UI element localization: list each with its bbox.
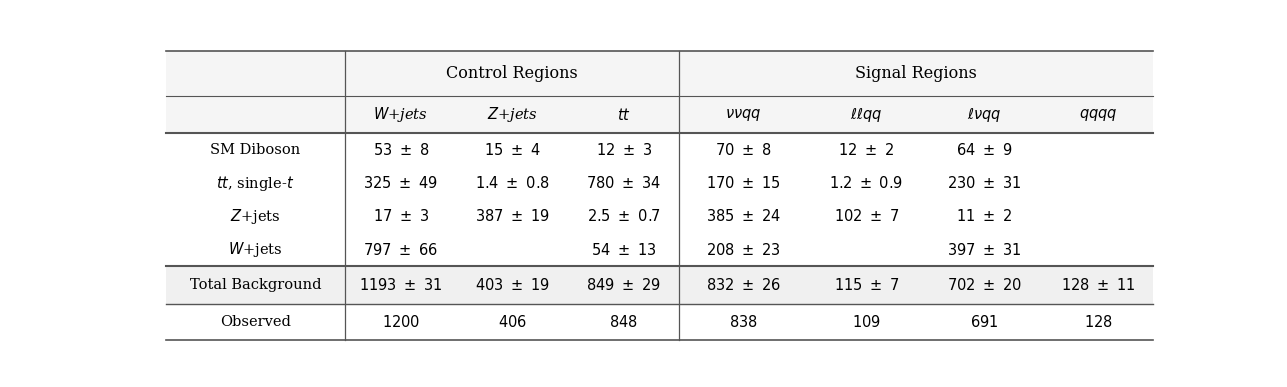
Text: $115\ \pm\ 7$: $115\ \pm\ 7$ <box>834 277 900 293</box>
Text: SM Diboson: SM Diboson <box>210 143 301 157</box>
Text: $1.2\ \pm\ 0.9$: $1.2\ \pm\ 0.9$ <box>829 175 903 191</box>
Text: Observed: Observed <box>220 315 291 329</box>
Text: $170\ \pm\ 15$: $170\ \pm\ 15$ <box>707 175 781 191</box>
Text: $109$: $109$ <box>852 314 880 330</box>
Text: $325\ \pm\ 49$: $325\ \pm\ 49$ <box>363 175 438 191</box>
Text: $102\ \pm\ 7$: $102\ \pm\ 7$ <box>834 208 900 224</box>
Bar <box>166 200 1153 233</box>
Text: $691$: $691$ <box>970 314 999 330</box>
Text: $70\ \pm\ 8$: $70\ \pm\ 8$ <box>716 142 772 158</box>
Text: Total Background: Total Background <box>189 278 322 292</box>
Text: $qqqq$: $qqqq$ <box>1079 106 1117 123</box>
Text: $128$: $128$ <box>1084 314 1112 330</box>
Text: $128\ \pm\ 11$: $128\ \pm\ 11$ <box>1060 277 1135 293</box>
Text: Control Regions: Control Regions <box>447 65 578 82</box>
Bar <box>166 233 1153 266</box>
Text: $64\ \pm\ 9$: $64\ \pm\ 9$ <box>956 142 1012 158</box>
Text: $387\ \pm\ 19$: $387\ \pm\ 19$ <box>475 208 550 224</box>
Text: $\ell\ell qq$: $\ell\ell qq$ <box>851 106 883 123</box>
Text: $208\ \pm\ 23$: $208\ \pm\ 23$ <box>707 241 781 258</box>
Text: $2.5\ \pm\ 0.7$: $2.5\ \pm\ 0.7$ <box>587 208 660 224</box>
Text: $12\ \pm\ 2$: $12\ \pm\ 2$ <box>838 142 894 158</box>
Text: $W$+jets: $W$+jets <box>228 240 283 259</box>
Text: $849\ \pm\ 29$: $849\ \pm\ 29$ <box>587 277 662 293</box>
Text: $702\ \pm\ 20$: $702\ \pm\ 20$ <box>946 277 1022 293</box>
Text: $385\ \pm\ 24$: $385\ \pm\ 24$ <box>705 208 781 224</box>
Text: $797\ \pm\ 66$: $797\ \pm\ 66$ <box>363 241 439 258</box>
Text: $397\ \pm\ 31$: $397\ \pm\ 31$ <box>947 241 1022 258</box>
Text: $406$: $406$ <box>498 314 526 330</box>
Bar <box>166 133 1153 166</box>
Text: $tt$, single-$t$: $tt$, single-$t$ <box>216 174 295 193</box>
Bar <box>166 51 1153 96</box>
Text: $tt$: $tt$ <box>616 106 631 123</box>
Text: Signal Regions: Signal Regions <box>856 65 977 82</box>
Text: $1200$: $1200$ <box>382 314 420 330</box>
Text: $848$: $848$ <box>609 314 638 330</box>
Text: $\nu\nu qq$: $\nu\nu qq$ <box>726 106 762 123</box>
Text: $838$: $838$ <box>728 314 758 330</box>
Text: $Z$+jets: $Z$+jets <box>486 105 538 124</box>
Text: $17\ \pm\ 3$: $17\ \pm\ 3$ <box>373 208 429 224</box>
Text: $832\ \pm\ 26$: $832\ \pm\ 26$ <box>705 277 781 293</box>
Text: $54\ \pm\ 13$: $54\ \pm\ 13$ <box>591 241 656 258</box>
Text: $1.4\ \pm\ 0.8$: $1.4\ \pm\ 0.8$ <box>475 175 550 191</box>
Text: $11\ \pm\ 2$: $11\ \pm\ 2$ <box>956 208 1012 224</box>
Text: $\ell\nu qq$: $\ell\nu qq$ <box>967 106 1001 123</box>
Bar <box>166 96 1153 133</box>
Text: $12\ \pm\ 3$: $12\ \pm\ 3$ <box>596 142 651 158</box>
Text: $780\ \pm\ 34$: $780\ \pm\ 34$ <box>586 175 662 191</box>
Text: $1193\ \pm\ 31$: $1193\ \pm\ 31$ <box>359 277 443 293</box>
Text: $403\ \pm\ 19$: $403\ \pm\ 19$ <box>475 277 550 293</box>
Text: $Z$+jets: $Z$+jets <box>230 207 281 226</box>
Text: $15\ \pm\ 4$: $15\ \pm\ 4$ <box>484 142 541 158</box>
Text: $230\ \pm\ 31$: $230\ \pm\ 31$ <box>947 175 1022 191</box>
Text: $W$+jets: $W$+jets <box>373 105 429 124</box>
Bar <box>166 304 1153 340</box>
Bar <box>166 266 1153 304</box>
Text: $53\ \pm\ 8$: $53\ \pm\ 8$ <box>372 142 429 158</box>
Bar <box>166 166 1153 200</box>
